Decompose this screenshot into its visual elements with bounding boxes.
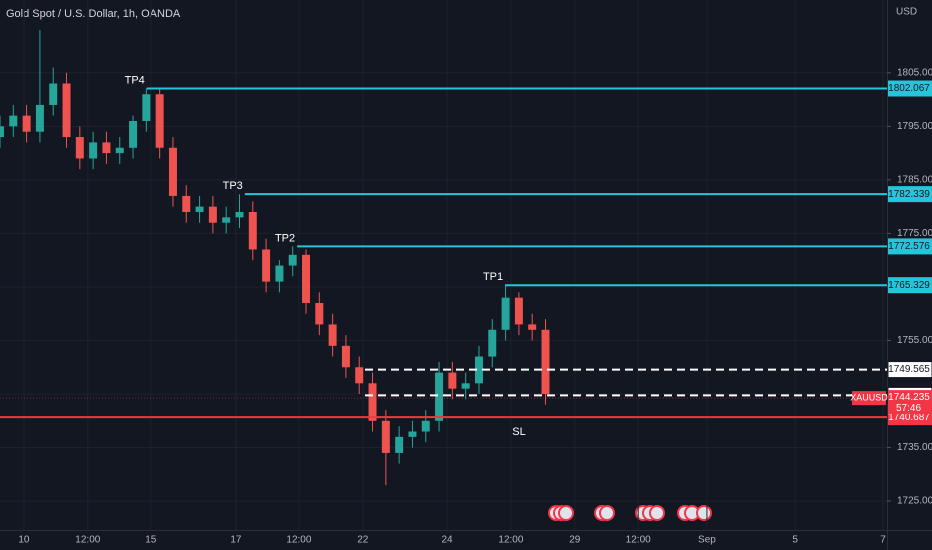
candle-body [35,104,44,132]
candle-body [395,436,404,453]
candle-body [528,324,537,330]
price-label-box [888,238,932,255]
candle-body [448,372,457,389]
x-tick-label: 7 [880,535,886,546]
chart-title: Gold Spot / U.S. Dollar, 1h, OANDA [6,8,181,20]
candle-body [541,329,550,395]
candle-body [408,431,417,437]
event-icons [548,505,712,521]
price-label-box [888,186,932,203]
candle-body [341,345,350,368]
level-label: TP3 [223,180,243,192]
candle-body [9,115,18,127]
y-tick-label: 1785.000 [897,175,932,186]
level-label: SL [512,426,525,438]
x-tick-label: 12:00 [75,535,100,546]
y-tick-label: 1755.000 [897,335,932,346]
x-tick-label: 12:00 [498,535,523,546]
last-price-countdown: 57:46 [896,403,921,414]
candle-body [115,147,124,154]
candle-body [195,206,204,212]
candle-body [0,126,4,138]
y-tick-label: 1805.000 [897,67,932,78]
y-tick-label: 1725.000 [897,496,932,507]
price-label-box [888,277,932,294]
x-tick-label: 12:00 [286,535,311,546]
symbol-label: XAUUSD [850,392,888,402]
candle-body [129,120,138,148]
x-tick-label: 29 [569,535,581,546]
candle-body [435,372,444,421]
candle-body [315,303,324,325]
candle-body [421,420,430,432]
price-label: 1782.339 [888,189,930,200]
price-label: 1749.565 [888,364,930,375]
x-tick-label: 15 [145,535,157,546]
last-price-label: 1744.235 [888,392,930,403]
price-label: 1740.687 [888,412,930,423]
candle-body [368,383,377,421]
candle-body [248,212,257,250]
level-label: TP4 [125,74,145,86]
candle-body [102,142,111,154]
y-tick-label: 1775.000 [897,228,932,239]
y-tick-label: 1795.000 [897,121,932,132]
candle-body [89,142,98,159]
candle-body [222,217,231,223]
candle-body [22,115,31,132]
candle-body [49,83,58,105]
candle-body [474,356,483,384]
x-tick-label: 17 [230,535,242,546]
candle-body [302,254,311,304]
candle-body [75,137,84,159]
x-tick-label: 22 [357,535,369,546]
price-label-box [887,361,932,379]
candle-body [355,367,364,384]
candle-body [381,420,390,453]
candle-body [514,297,523,325]
candle-body [488,329,497,357]
candle-body [142,94,151,121]
price-label: 1802.067 [888,83,930,94]
x-tick-label: 10 [18,535,30,546]
currency: USD [896,7,917,18]
price-label-box [888,80,932,97]
price-label: 1765.329 [888,280,930,291]
symbol-box [852,391,886,406]
candle-body [262,249,271,282]
level-label: TP1 [483,271,503,283]
candle-body [155,94,164,148]
level-label: TP2 [275,232,295,244]
candle-body [328,324,337,346]
x-tick-label: 5 [792,535,798,546]
candle-body [168,147,177,196]
candle-body [461,383,470,389]
candle-body [208,206,217,223]
x-tick-label: 24 [441,535,453,546]
candle-body [235,212,244,218]
last-price-box [888,390,932,415]
price-label: 1772.576 [888,241,930,252]
candle-body [182,195,191,212]
x-tick-label: Sep [698,535,716,546]
candle-body [275,265,284,282]
candle-body [62,83,71,138]
candle-body [501,297,510,330]
x-tick-label: 12:00 [626,535,651,546]
candle-body [288,254,297,266]
y-tick-label: 1735.000 [897,442,932,453]
